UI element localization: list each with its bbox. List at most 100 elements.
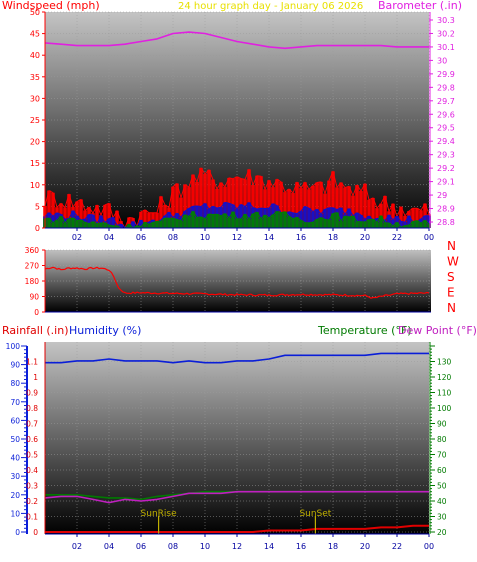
x-tick-label: 02	[72, 233, 82, 242]
x-tick-label: 18	[328, 233, 338, 242]
x-tick-label: 22	[392, 233, 402, 242]
wind-tick-label: 20	[30, 138, 40, 147]
x-tick-label: 20	[360, 233, 370, 242]
humidity-tick-label: 100	[6, 342, 21, 351]
baro-tick-label: 30.1	[437, 43, 455, 52]
baro-tick-label: 30	[437, 56, 447, 65]
rain-tick-label: 0.4	[26, 466, 38, 475]
wind-tick-label: 5	[35, 202, 40, 211]
compass-label: W	[447, 255, 459, 269]
wind-tick-label: 10	[30, 181, 40, 190]
x-tick-label: 10	[200, 542, 210, 551]
compass-label: E	[447, 286, 455, 300]
humidity-tick-label: 20	[10, 491, 20, 500]
x-tick-label: 02	[72, 542, 82, 551]
temp-tick-label: 50	[437, 482, 447, 491]
wind-low-series	[43, 210, 431, 229]
x-tick-label: 16	[296, 542, 306, 551]
direction-tick-label: 270	[25, 262, 40, 271]
wind-tick-label: 45	[30, 30, 40, 39]
x-tick-label: 06	[136, 542, 146, 551]
rain-tick-label: 0.2	[26, 497, 38, 506]
baro-tick-label: 29	[437, 191, 447, 200]
rainfall-line	[45, 524, 429, 533]
temp-tick-label: 120	[437, 373, 452, 382]
wind-line	[44, 167, 430, 229]
x-tick-label: 06	[136, 233, 146, 242]
baro-tick-label: 29.6	[437, 110, 455, 119]
wind-tick-label: 15	[30, 159, 40, 168]
rain-tick-label: 1	[33, 373, 38, 382]
x-tick-label: 00	[424, 542, 434, 551]
x-tick-label: 08	[168, 542, 178, 551]
compass-label: N	[447, 239, 456, 253]
humidity-tick-label: 90	[10, 361, 20, 370]
rain-tick-label: 0.9	[26, 389, 38, 398]
direction-tick-label: 180	[25, 277, 40, 286]
baro-line	[44, 31, 429, 50]
rain-tick-label: 0.3	[26, 482, 38, 491]
direction-tick-label: 0	[34, 308, 39, 317]
baro-tick-label: 30.2	[437, 29, 455, 38]
x-tick-label: 10	[200, 233, 210, 242]
temp-tick-label: 60	[437, 466, 447, 475]
baro-tick-label: 29.1	[437, 178, 455, 187]
wind-axes: 0 5 10 15 20 25 30 35 40 45 50 02 04 06 08 10 12 14 16 18 20…	[30, 8, 455, 242]
baro-tick-label: 29.3	[437, 151, 455, 160]
x-tick-label: 04	[104, 542, 114, 551]
rain-tick-label: 0.6	[26, 435, 38, 444]
wind-direction-line	[44, 266, 430, 299]
humidity-tick-label: 10	[10, 509, 20, 518]
humidity-tick-label: 70	[10, 398, 20, 407]
climate-axes: 010203040506070809010000.10.20.30.40.50.…	[6, 342, 452, 551]
rain-tick-label: 0	[33, 528, 38, 537]
temp-tick-label: 100	[437, 404, 452, 413]
baro-tick-label: 29.4	[437, 137, 455, 146]
baro-tick-label: 29.7	[437, 97, 455, 106]
dewpoint-line	[44, 490, 429, 504]
baro-tick-label: 29.8	[437, 83, 455, 92]
temp-tick-label: 90	[437, 420, 447, 429]
rain-tick-label: 1.1	[26, 358, 38, 367]
temp-tick-label: 130	[437, 358, 452, 367]
direction-tick-label: 360	[25, 246, 40, 255]
x-tick-label: 18	[328, 542, 338, 551]
wind-tick-label: 25	[30, 116, 40, 125]
x-tick-label: 20	[360, 542, 370, 551]
temp-tick-label: 20	[437, 528, 447, 537]
humidity-tick-label: 30	[10, 472, 20, 481]
baro-tick-label: 29.5	[437, 124, 455, 133]
baro-tick-label: 28.8	[437, 218, 455, 227]
x-tick-label: 14	[264, 542, 274, 551]
rain-tick-label: 0.5	[26, 451, 38, 460]
wind-tick-label: 40	[30, 51, 40, 60]
wind-grid	[45, 11, 430, 229]
temp-tick-label: 70	[437, 451, 447, 460]
chart-title: 24 hour graph day - January 06 2026	[178, 1, 363, 12]
rain-axis-label: Rainfall (.in)	[2, 324, 69, 337]
x-tick-label: 04	[104, 233, 114, 242]
humidity-tick-label: 80	[10, 379, 20, 388]
temp-tick-label: 80	[437, 435, 447, 444]
temp-tick-label: 30	[437, 513, 447, 522]
wind-line	[44, 201, 430, 228]
rain-tick-label: 0.7	[26, 420, 38, 429]
x-tick-label: 22	[392, 542, 402, 551]
humidity-tick-label: 50	[10, 435, 20, 444]
baro-tick-label: 29.9	[437, 70, 455, 79]
humidity-axis-label: Humidity (%)	[69, 324, 141, 337]
wind-tick-label: 35	[30, 73, 40, 82]
humidity-tick-label: 0	[15, 528, 20, 537]
baro-tick-label: 29.2	[437, 164, 455, 173]
climate-series: SunRise SunSet	[44, 352, 429, 534]
sunset-label: SunSet	[299, 509, 331, 519]
wind-tick-label: 0	[35, 224, 40, 233]
x-tick-label: 14	[264, 233, 274, 242]
wind-line	[44, 210, 430, 229]
humidity-tick-label: 40	[10, 454, 20, 463]
direction-series	[44, 266, 430, 299]
x-tick-label: 08	[168, 233, 178, 242]
compass-label: N	[447, 301, 456, 315]
